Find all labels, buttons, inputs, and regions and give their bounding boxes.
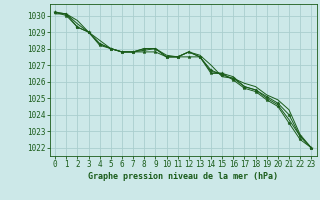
X-axis label: Graphe pression niveau de la mer (hPa): Graphe pression niveau de la mer (hPa)	[88, 172, 278, 181]
